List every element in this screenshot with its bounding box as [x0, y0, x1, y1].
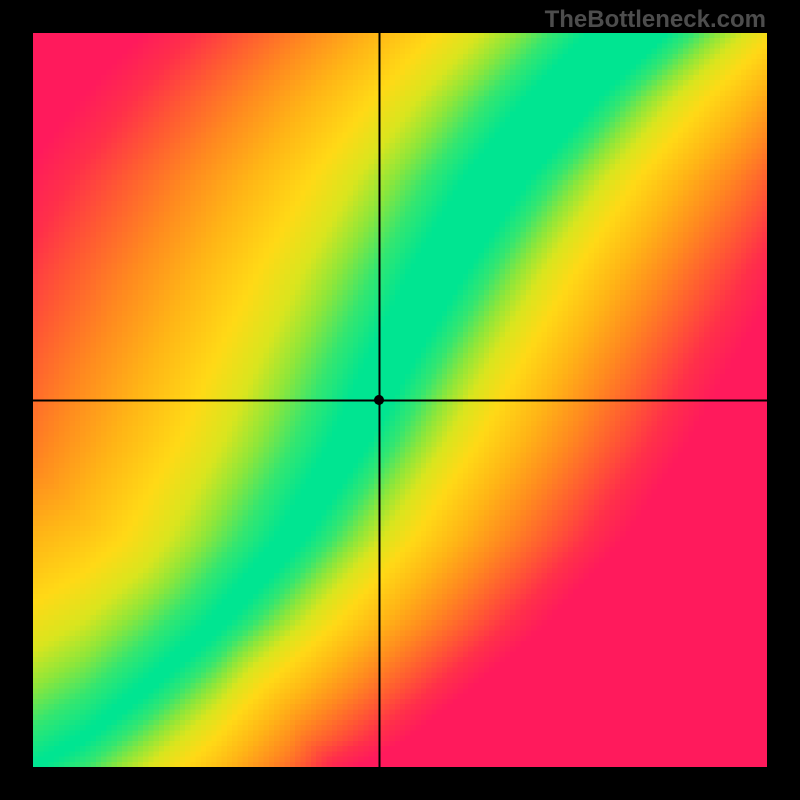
watermark-text: TheBottleneck.com: [545, 6, 766, 34]
crosshair-overlay: [33, 33, 767, 767]
heatmap-plot-area: [33, 33, 767, 767]
